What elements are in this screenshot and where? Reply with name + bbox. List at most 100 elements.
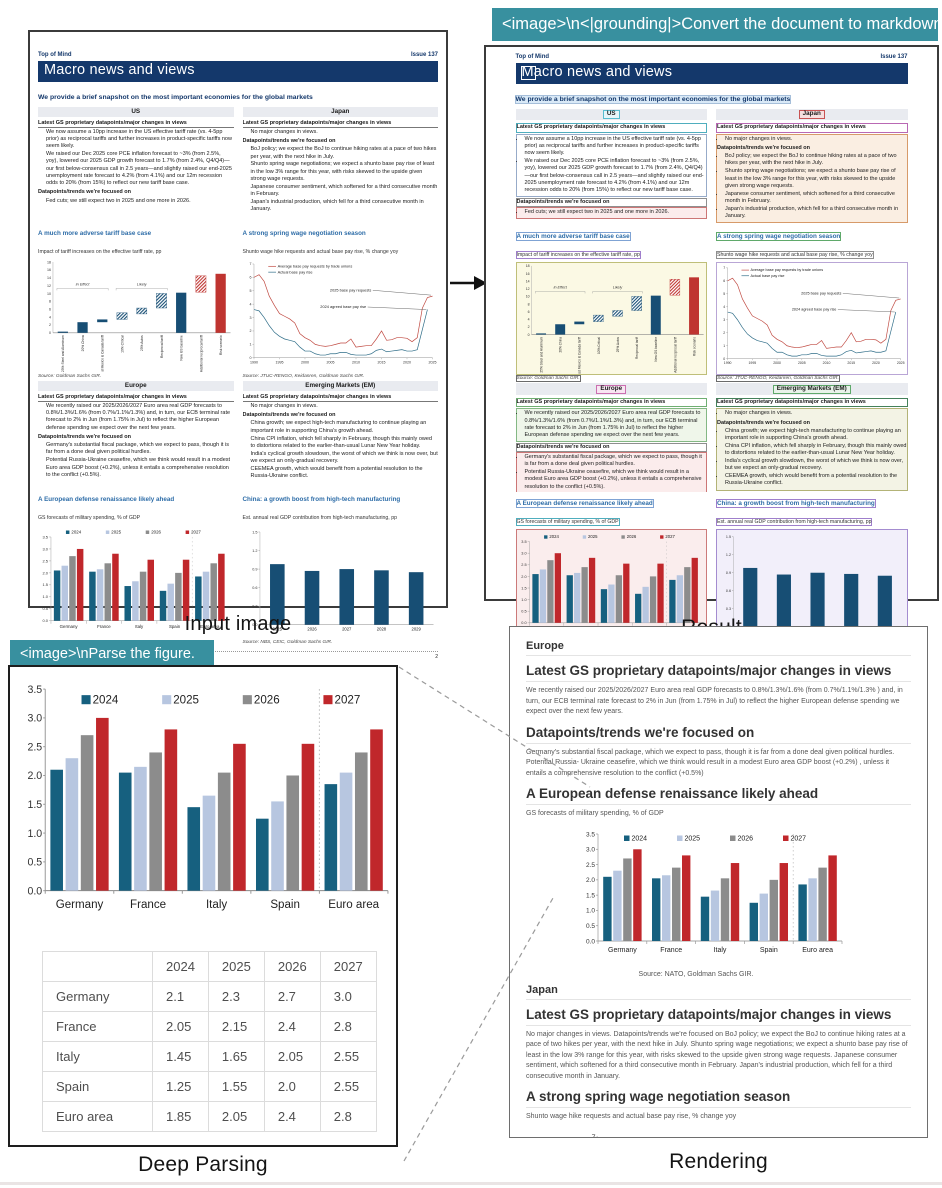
doc-column: Europe Latest GS proprietary datapoints/… bbox=[38, 379, 234, 647]
svg-text:Actual base pay rise: Actual base pay rise bbox=[751, 274, 785, 278]
bullet-item: CEEMEA growth, which would benefit from … bbox=[251, 466, 439, 481]
doc-section-heading: Latest GS proprietary datapoints/major c… bbox=[716, 398, 908, 408]
chart-title: A strong spring wage negotiation season bbox=[716, 232, 842, 242]
prompt-grounding: <image>\n<|grounding|>Convert the docume… bbox=[492, 8, 942, 41]
svg-text:25% Autos: 25% Autos bbox=[140, 334, 144, 350]
table-cell: 2.05 bbox=[207, 1101, 265, 1132]
chart-tariff: 0 2 4 6 8 10 12 14 16 18 25% Steel and Aluminum 20%… bbox=[38, 259, 234, 372]
bullet-list: We now assume a 10pp increase in the US … bbox=[38, 129, 234, 188]
svg-text:New GS baseline: New GS baseline bbox=[654, 337, 658, 362]
bullet-item: India's cyclical growth slowdown, the wo… bbox=[725, 458, 907, 473]
md-heading-latest-jp: Latest GS proprietary datapoints/major c… bbox=[526, 1007, 911, 1026]
parsed-data-table: 2024 2025 2026 2027 Germany 2.1 2.3 2.7 3.0 Franc… bbox=[42, 951, 377, 1132]
svg-text:6: 6 bbox=[723, 279, 725, 283]
svg-text:Euro area: Euro area bbox=[328, 899, 379, 911]
svg-text:8: 8 bbox=[527, 303, 529, 307]
doc-column-header: Emerging Markets (EM) bbox=[716, 383, 908, 396]
caption-rendering: Rendering bbox=[669, 1150, 768, 1173]
bullet-item: No major changes in views. bbox=[725, 136, 907, 143]
md-heading-latest-eu: Latest GS proprietary datapoints/major c… bbox=[526, 663, 911, 682]
svg-text:1995: 1995 bbox=[748, 362, 756, 366]
rendering-panel: Europe Latest GS proprietary datapoints/… bbox=[509, 626, 928, 1138]
doc-subsection-heading: Datapoints/trends we're focused on bbox=[717, 144, 810, 151]
doc-figure: A much more adverse tariff base case Imp… bbox=[515, 225, 707, 383]
svg-text:2026: 2026 bbox=[626, 534, 636, 539]
table-cell: 1.45 bbox=[152, 1041, 209, 1072]
table-cell: 2.55 bbox=[319, 1041, 377, 1072]
svg-text:3.5: 3.5 bbox=[586, 831, 595, 838]
svg-text:Spain: Spain bbox=[270, 899, 300, 911]
bullet-item: We now assume a 10pp increase in the US … bbox=[525, 136, 707, 158]
chart-source: Source: Goldman Sachs GIR. bbox=[515, 375, 581, 383]
svg-text:2027: 2027 bbox=[191, 529, 201, 534]
svg-text:Additional reciprocal tariff: Additional reciprocal tariff bbox=[673, 337, 677, 373]
bullet-list: Fed cuts; we still expect two in 2025 an… bbox=[38, 198, 234, 205]
bullet-item: Potential Russia-Ukraine ceasefire, whic… bbox=[525, 469, 707, 491]
svg-text:2005: 2005 bbox=[798, 362, 806, 366]
svg-text:1.5: 1.5 bbox=[27, 799, 42, 811]
svg-text:0.0: 0.0 bbox=[521, 621, 526, 625]
grounding-box bbox=[520, 66, 536, 80]
doc-column: Emerging Markets (EM) Latest GS propriet… bbox=[716, 381, 908, 650]
doc-column-header: Emerging Markets (EM) bbox=[242, 380, 438, 391]
doc-column-header: US bbox=[515, 108, 707, 121]
svg-text:1: 1 bbox=[723, 344, 725, 348]
svg-text:14: 14 bbox=[525, 280, 529, 284]
table-cell: 2.8 bbox=[319, 1011, 377, 1042]
svg-text:2027: 2027 bbox=[342, 626, 352, 631]
bullet-list: We now assume a 10pp increase in the US … bbox=[517, 136, 707, 195]
doc-header: Top of Mind Issue 137 bbox=[38, 52, 438, 58]
svg-text:10: 10 bbox=[525, 295, 529, 299]
svg-text:New GS baseline: New GS baseline bbox=[180, 335, 184, 361]
svg-text:20% China: 20% China bbox=[81, 335, 85, 351]
doc-figure: A much more adverse tariff base case Imp… bbox=[38, 222, 234, 379]
svg-text:4: 4 bbox=[723, 305, 725, 309]
svg-text:In Effect: In Effect bbox=[76, 282, 91, 286]
table-cell: France bbox=[42, 1011, 153, 1042]
svg-text:1: 1 bbox=[249, 342, 251, 346]
table-cell: Spain bbox=[42, 1071, 153, 1102]
svg-text:France: France bbox=[660, 947, 682, 954]
doc-subtitle: We provide a brief snapshot on the most … bbox=[515, 95, 791, 103]
doc-column: Europe Latest GS proprietary datapoints/… bbox=[515, 381, 707, 651]
svg-text:7: 7 bbox=[592, 1134, 596, 1138]
table-cell: 1.65 bbox=[207, 1041, 265, 1072]
svg-text:Additional reciprocal tariff: Additional reciprocal tariff bbox=[199, 335, 203, 372]
svg-text:4: 4 bbox=[249, 302, 251, 306]
svg-text:2026: 2026 bbox=[151, 529, 161, 534]
svg-text:1.5: 1.5 bbox=[521, 586, 526, 590]
svg-text:2010: 2010 bbox=[823, 362, 831, 366]
document-result-grounded: Top of Mind Issue 137 Macro news and views… bbox=[515, 54, 908, 663]
bullet-list: No major changes in views. bbox=[243, 129, 439, 136]
svg-text:1.5: 1.5 bbox=[586, 892, 595, 899]
svg-text:2025: 2025 bbox=[588, 534, 598, 539]
bullet-item: Shunto spring wage negotiations; we expe… bbox=[725, 168, 907, 190]
doc-section-heading: Latest GS proprietary datapoints/major c… bbox=[242, 394, 438, 402]
svg-text:2027: 2027 bbox=[335, 695, 361, 707]
table-cell: 2.05 bbox=[263, 1041, 321, 1072]
doc-figure: China: a growth boost from high-tech man… bbox=[716, 492, 908, 649]
svg-text:0.6: 0.6 bbox=[252, 586, 257, 590]
svg-text:2024: 2024 bbox=[93, 695, 119, 707]
chart-subtitle: Est. annual real GDP contribution from h… bbox=[242, 514, 397, 521]
bullet-list: We recently raised our 2025/2026/2027 Eu… bbox=[517, 410, 707, 439]
svg-text:Average base pay requests by t: Average base pay requests by trade union… bbox=[277, 263, 352, 268]
svg-text:2.5: 2.5 bbox=[42, 558, 48, 563]
svg-text:2024: 2024 bbox=[632, 835, 648, 842]
bullet-list: We recently raised our 2025/2026/2027 Eu… bbox=[38, 403, 234, 432]
doc-subsection-heading: Datapoints/trends we're focused on bbox=[242, 412, 336, 419]
svg-text:Average base pay requests by t: Average base pay requests by trade union… bbox=[636, 1136, 777, 1138]
svg-text:2: 2 bbox=[249, 329, 251, 333]
svg-text:2.0: 2.0 bbox=[27, 770, 42, 782]
doc-section-heading: Latest GS proprietary datapoints/major c… bbox=[515, 398, 707, 408]
bullet-item: CEEMEA growth, which would benefit from … bbox=[725, 473, 907, 488]
svg-text:2025: 2025 bbox=[897, 362, 905, 366]
svg-text:1.2: 1.2 bbox=[726, 553, 731, 557]
svg-text:2025: 2025 bbox=[428, 360, 436, 364]
svg-text:2025: 2025 bbox=[685, 835, 701, 842]
svg-text:25% Steel and Aluminum: 25% Steel and Aluminum bbox=[539, 337, 543, 373]
svg-text:2.0: 2.0 bbox=[586, 877, 595, 884]
bullet-item: We recently raised our 2025/2026/2027 Eu… bbox=[46, 403, 234, 432]
md-heading-defense: A European defense renaissance likely ah… bbox=[526, 786, 911, 805]
